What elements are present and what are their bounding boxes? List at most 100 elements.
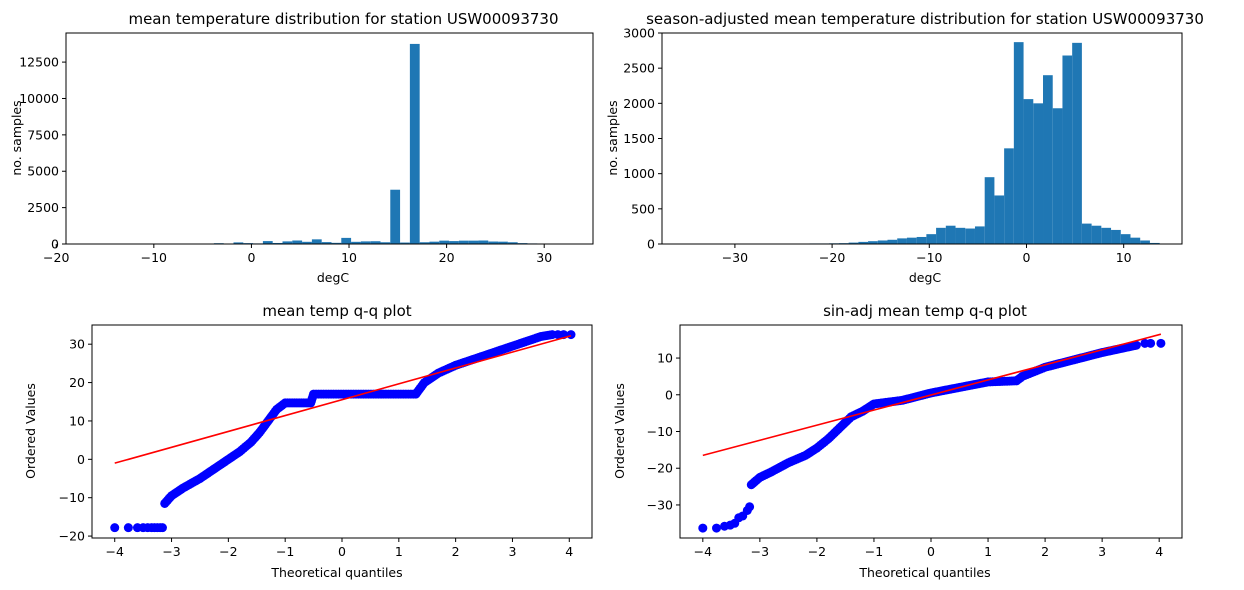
y-tick-label: 30 [69,337,85,352]
histogram-bar [906,237,917,244]
fit-line [114,334,572,464]
histogram-bar [965,228,975,244]
x-tick-label: −1 [865,544,883,559]
histogram-bar [458,240,469,244]
x-tick-label: 0 [1023,250,1031,265]
y-tick-label: 0 [51,237,59,252]
histogram-bar [1101,227,1112,244]
qq-plot-mean-temp: mean temp q-q plot −4 −3 −2 −1 0 1 2 3 4−20−1001… [23,302,593,580]
y-tick-label: 1000 [623,166,655,181]
histogram-bar [331,242,342,244]
histogram-bar [449,241,459,244]
chart-title: mean temp q-q plot [262,302,411,320]
histogram-bar [321,242,332,244]
histogram-bar [848,242,859,244]
axes-frame [679,324,1183,539]
data-point [1131,340,1141,350]
x-tick-label: 0 [338,544,346,559]
x-tick-label: 1 [984,544,992,559]
y-axis-label: Ordered Values [23,383,38,479]
histogram-bar [1004,148,1014,244]
axes-frame [65,32,594,245]
data-point [698,523,708,533]
histogram-bar [1072,42,1082,245]
x-tick-label: 3 [508,544,516,559]
y-tick-label: 5000 [27,164,59,179]
histogram-season-adjusted-temperature: season-adjusted mean temperature distrib… [605,10,1204,285]
y-tick-label: 500 [631,201,655,216]
axes-frame [661,32,1183,245]
histogram-bar [945,225,956,244]
data-point [123,523,133,533]
y-tick-label: 12500 [19,55,59,70]
y-tick-label: −10 [647,424,673,439]
x-tick-label: −20 [819,250,845,265]
histogram-bar [868,241,878,244]
x-tick-label: −4 [694,544,712,559]
x-tick-label: 2 [452,544,460,559]
histogram-bar [233,242,244,244]
histogram-bar [439,240,450,244]
histogram-bar [1052,108,1063,244]
histogram-bar [858,241,869,244]
y-tick-label: 20 [69,375,85,390]
y-tick-label: 10 [657,351,673,366]
data-point [566,330,576,340]
histogram-bar [1062,55,1073,244]
histogram-bar [955,227,966,244]
data-point [712,523,722,533]
histogram-bar [984,177,995,244]
histogram-bar [409,43,420,245]
x-axis-label: degC [317,270,350,285]
histogram-bar [468,240,479,244]
histogram-bar [262,241,273,244]
histogram-bar [390,189,401,244]
histogram-bar [994,195,1005,244]
data-point [745,502,755,512]
histogram-bar [498,241,508,244]
histogram-bar [887,239,898,244]
histogram-bar [351,241,361,244]
x-tick-label: 0 [927,544,935,559]
histogram-bar [936,227,946,244]
x-tick-label: −20 [43,250,69,265]
histogram-bar [488,241,499,244]
histogram-bar [507,242,518,244]
data-point [110,523,120,533]
y-tick-label: 0 [77,452,85,467]
histogram-bar [1149,242,1160,244]
y-tick-label: 2500 [27,200,59,215]
y-axis-label: Ordered Values [612,383,627,479]
y-tick-label: −30 [647,497,673,512]
y-tick-label: 10 [69,413,85,428]
y-axis-label: no. samples [9,100,24,175]
chart-title: season-adjusted mean temperature distrib… [646,10,1204,28]
qq-plot-sin-adj-mean-temp: sin-adj mean temp q-q plot −4 −3 −2 −1 0 1 2 3 4… [612,302,1183,580]
histogram-bar [272,242,283,244]
y-tick-label: 10000 [19,91,59,106]
data-point [1146,338,1156,348]
x-axis-label: Theoretical quantiles [270,565,402,580]
x-tick-label: −3 [751,544,769,559]
histogram-bar [897,238,907,244]
histogram-bar [916,236,927,244]
x-tick-label: −10 [141,250,167,265]
histogram-bar [282,241,293,244]
x-tick-label: −10 [916,250,942,265]
x-tick-label: −3 [162,544,180,559]
x-tick-label: 2 [1041,544,1049,559]
histogram-bar [974,226,985,244]
data-point [157,523,167,533]
histogram-bar [1130,237,1141,244]
histogram-bar [1120,234,1131,244]
x-tick-label: 4 [565,544,573,559]
x-tick-label: 1 [395,544,403,559]
histogram-bar [380,242,391,244]
histogram-bar [1023,99,1034,244]
y-tick-label: 0 [647,237,655,252]
histogram-bar [1043,75,1053,244]
y-tick-label: −20 [647,461,673,476]
histogram-bar [360,241,371,244]
chart-title: mean temperature distribution for statio… [128,10,558,28]
